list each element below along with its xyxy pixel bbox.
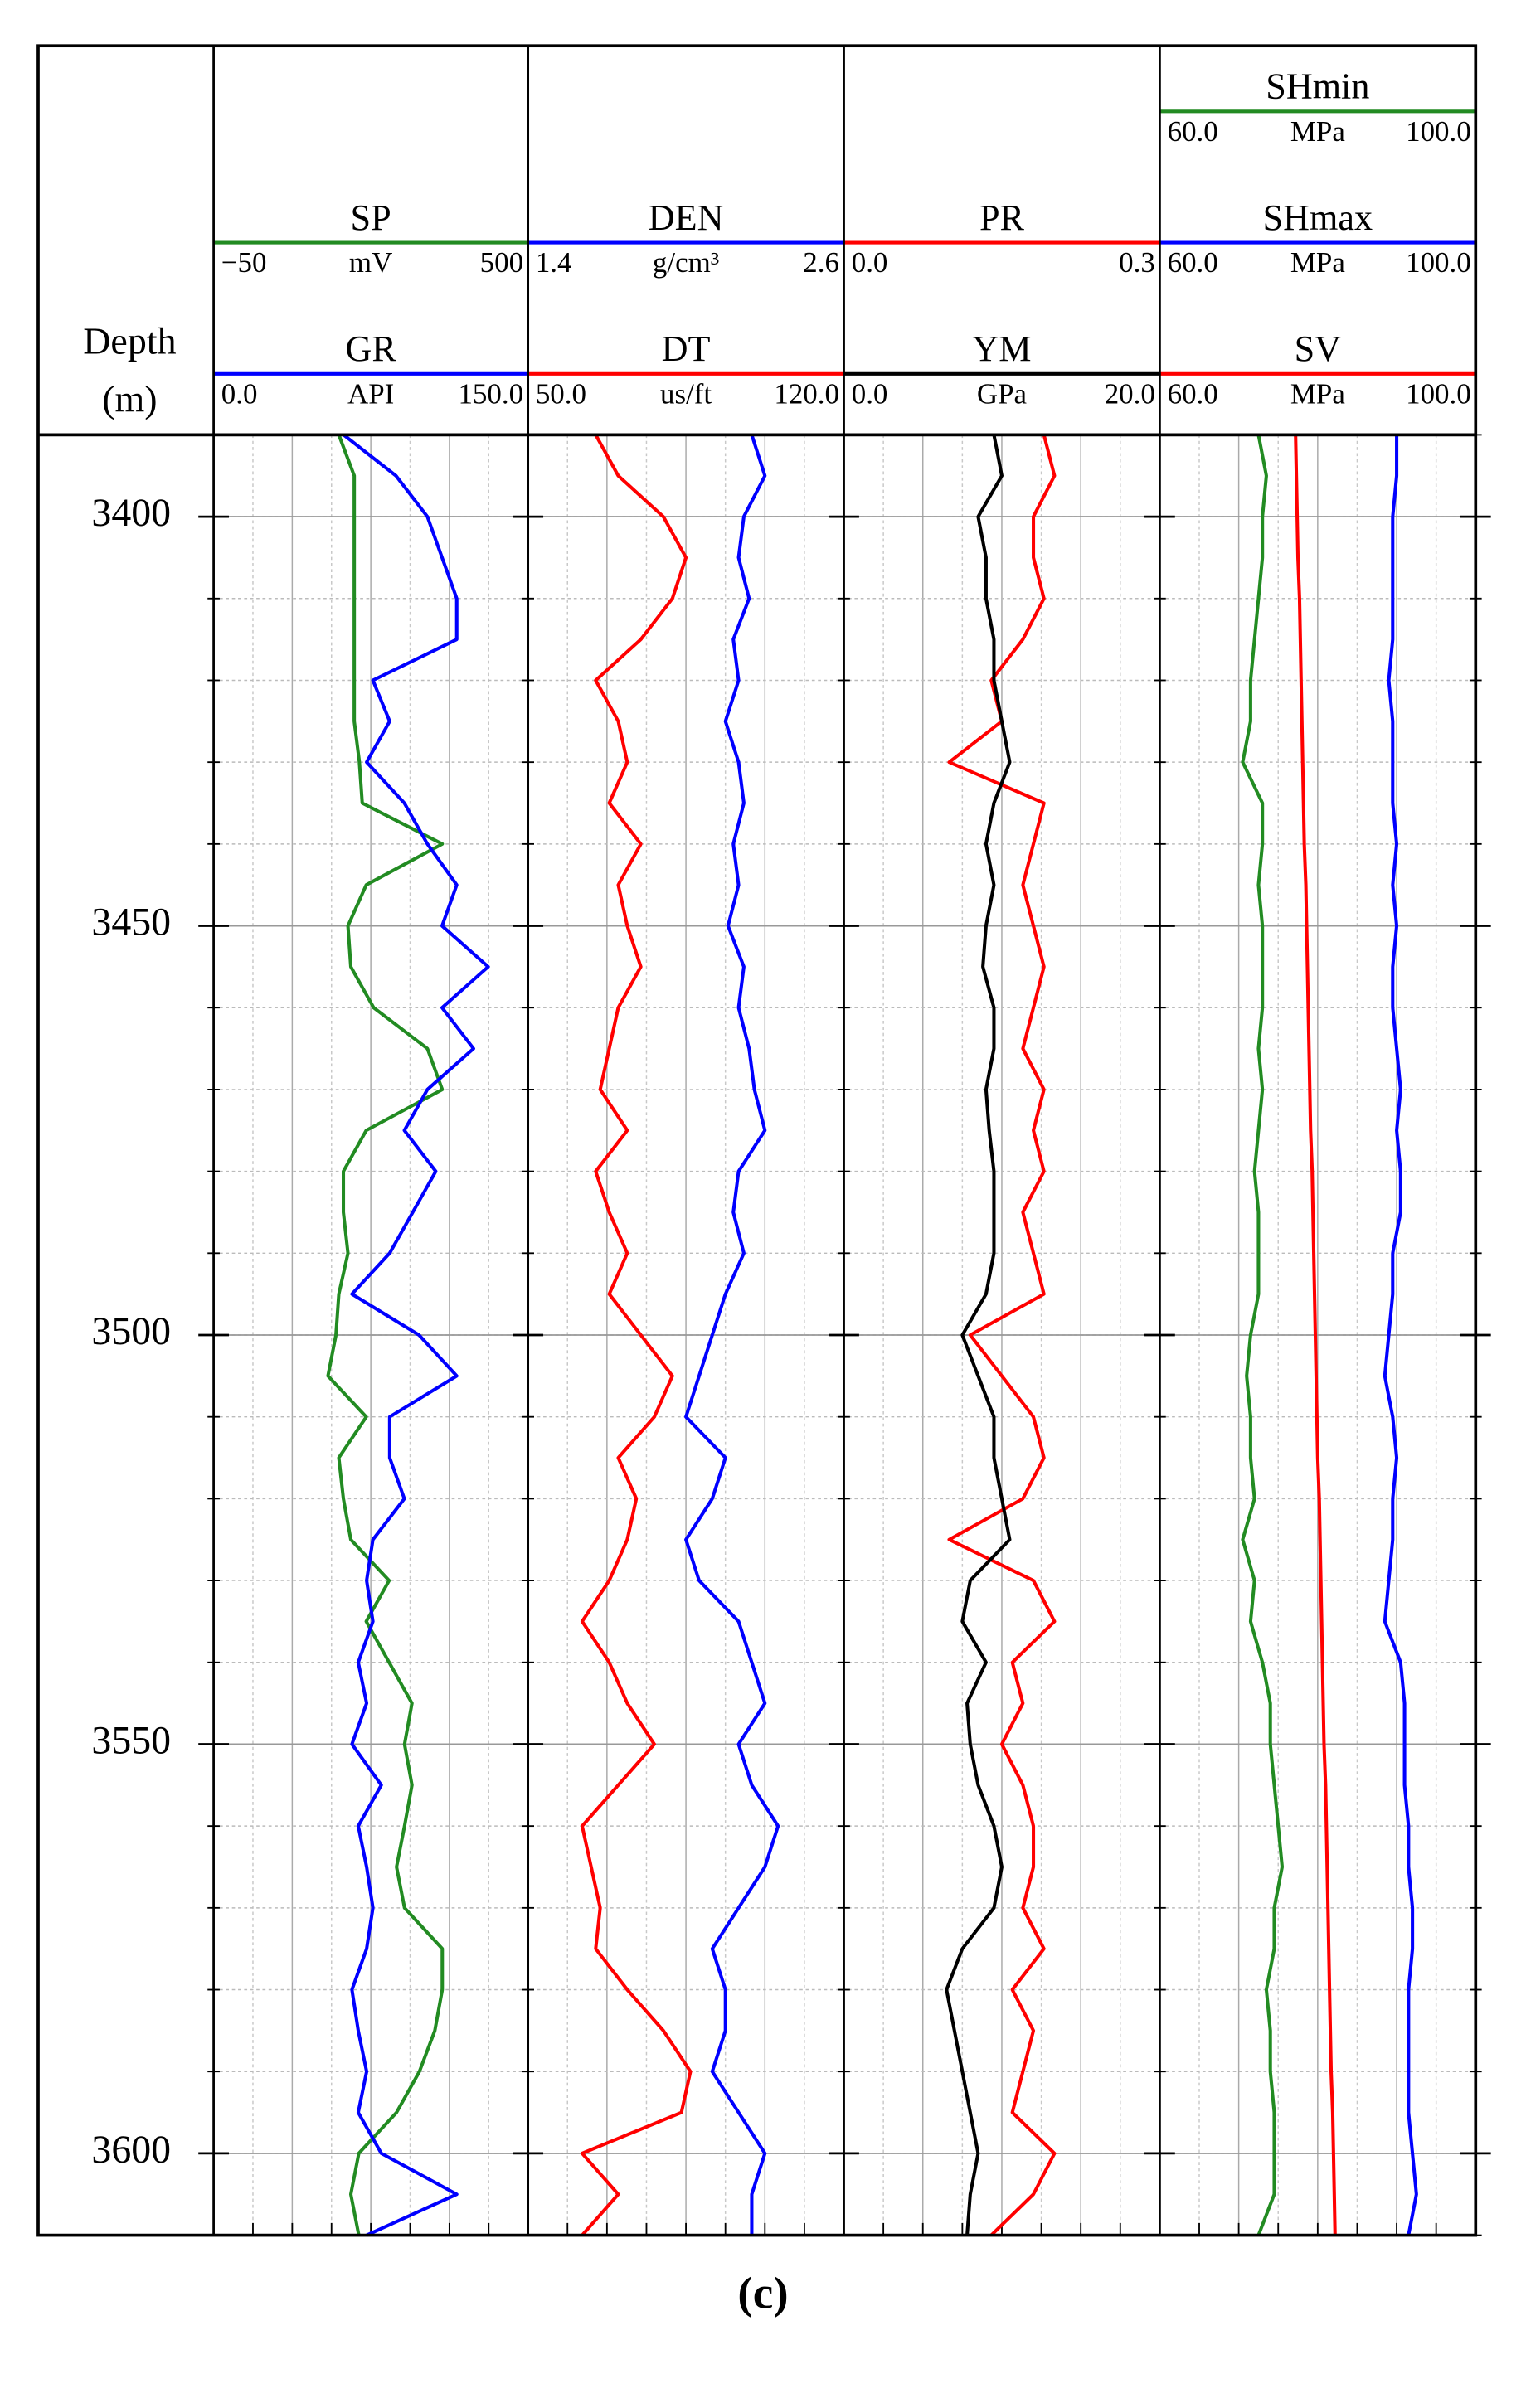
scale-max-label: 2.6 (803, 246, 839, 279)
unit-label: MPa (1290, 377, 1346, 410)
curve-name: SV (1295, 328, 1342, 369)
scale-min-label: 60.0 (1168, 377, 1218, 410)
scale-min-label: 0.0 (852, 246, 888, 279)
scale-min-label: 50.0 (536, 377, 586, 410)
y-tick-label: 3400 (91, 491, 171, 535)
log-curve (580, 434, 693, 2236)
scale-min-label: −50 (221, 246, 267, 279)
y-tick-label: 3450 (91, 901, 171, 944)
y-axis-unit: (m) (102, 377, 157, 420)
scale-max-label: 20.0 (1105, 377, 1155, 410)
curve-name: SP (351, 197, 391, 238)
curve-name: PR (979, 197, 1025, 238)
log-curve (326, 434, 445, 2236)
scale-max-label: 120.0 (774, 377, 839, 410)
log-curve (1294, 435, 1337, 2236)
scale-max-label: 100.0 (1406, 115, 1471, 148)
curve-name: DT (662, 328, 711, 369)
curve-name: GR (345, 328, 396, 369)
unit-label: us/ft (660, 377, 712, 410)
unit-label: MPa (1290, 115, 1346, 148)
scale-max-label: 500 (480, 246, 523, 279)
unit-label: mV (349, 246, 392, 279)
scale-min-label: 60.0 (1168, 246, 1218, 279)
log-curve (947, 434, 1057, 2237)
scale-max-label: 100.0 (1406, 377, 1471, 410)
log-curve (343, 433, 490, 2237)
log-curve (1383, 435, 1418, 2236)
log-curve (684, 434, 780, 2236)
frame (36, 44, 1478, 2237)
y-axis-label: Depth (83, 319, 176, 362)
curve-name: SHmin (1266, 66, 1369, 107)
scale-min-label: 0.0 (221, 377, 258, 410)
scale-min-label: 60.0 (1168, 115, 1218, 148)
curve-name: YM (972, 328, 1031, 369)
scale-min-label: 0.0 (852, 377, 888, 410)
unit-label: g/cm³ (653, 246, 719, 279)
scale-min-label: 1.4 (536, 246, 572, 279)
y-tick-label: 3500 (91, 1309, 171, 1353)
y-tick-label: 3550 (91, 1718, 171, 1762)
caption: (c) (737, 2268, 788, 2318)
scale-max-label: 0.3 (1119, 246, 1155, 279)
curve-name: DEN (649, 197, 724, 238)
unit-label: MPa (1290, 246, 1346, 279)
scale-max-label: 150.0 (458, 377, 523, 410)
log-curve (1241, 435, 1285, 2236)
unit-label: GPa (977, 377, 1028, 410)
curve-name: SHmax (1263, 197, 1373, 238)
y-tick-label: 3600 (91, 2128, 171, 2172)
scale-max-label: 100.0 (1406, 246, 1471, 279)
unit-label: API (347, 377, 394, 410)
log-curve (945, 435, 1012, 2236)
